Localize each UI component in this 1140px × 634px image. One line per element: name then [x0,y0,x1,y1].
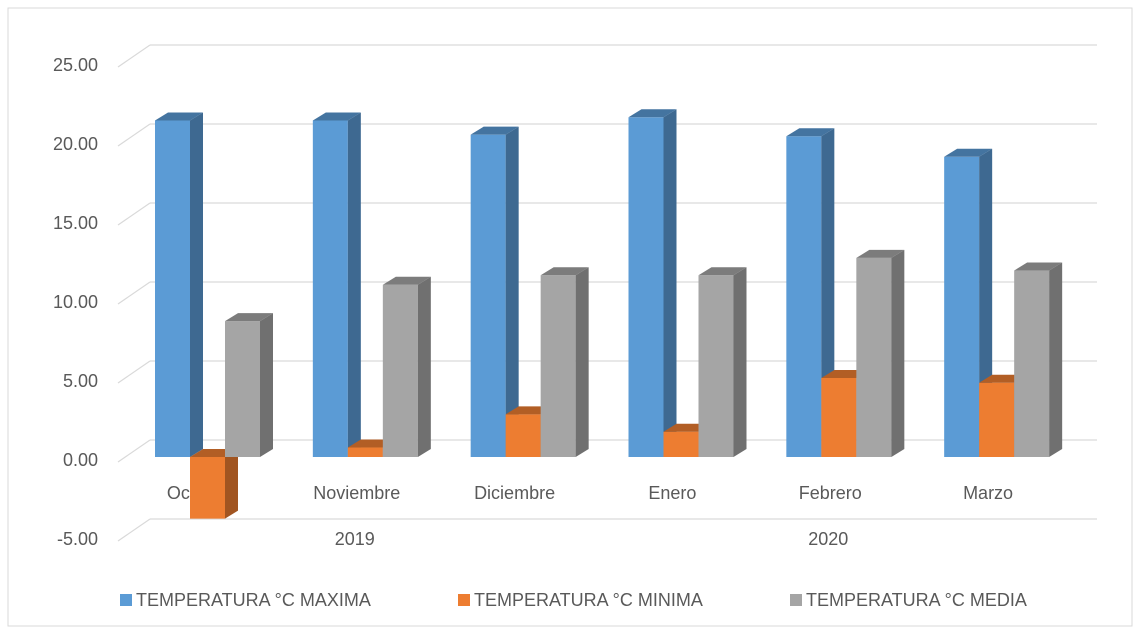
legend-swatch [458,594,470,606]
bar-top [155,112,203,121]
legend-swatch [120,594,132,606]
bar-side [417,276,431,457]
bar-front [698,275,734,457]
bar-top [470,126,519,135]
legend-swatch [790,594,802,606]
bar-front [944,156,980,458]
y-tick-label: 5.00 [63,371,98,391]
y-tick-label: 0.00 [63,450,98,470]
bar-front [821,378,857,457]
bar-top [944,148,993,157]
bar-front [312,120,348,458]
grid-line [117,44,151,68]
y-tick-label: 15.00 [53,213,98,233]
bar-side [347,112,361,458]
bar-top [382,276,431,285]
bar-top [698,267,747,276]
bar-front [786,136,822,457]
bar-front [505,414,541,457]
bar-top [1014,262,1063,271]
grid-line [117,439,151,463]
bar-front [628,117,664,458]
bar-side [575,267,589,457]
bar-side [1049,262,1063,457]
bar-top [856,249,905,258]
bar-front [382,284,418,457]
grid-line [117,360,151,384]
bar-top [628,109,677,118]
bar-front [540,275,576,457]
legend-label: TEMPERATURA °C MAXIMA [136,590,371,610]
bar-front [856,257,892,457]
x-tick-label: Noviembre [313,483,400,503]
bar-front [1014,270,1050,457]
category-group-label: 2019 [335,529,375,549]
bar-front [347,447,383,457]
y-tick-label: 25.00 [53,55,98,75]
bar-side [733,267,747,457]
y-tick-label: 10.00 [53,292,98,312]
bar-front [225,321,260,457]
bar-side [663,109,677,458]
bar-front [663,431,699,457]
y-tick-label: 20.00 [53,134,98,154]
bar-front [190,457,225,519]
bar-top [540,267,589,276]
grid-line [117,281,151,305]
y-tick-label: -5.00 [57,529,98,549]
bar-side [225,449,238,519]
x-tick-label: Enero [648,483,696,503]
bar-front [470,134,506,457]
bar-top [225,313,273,322]
bar-side [505,126,519,458]
bar-side [891,249,905,457]
x-tick-label: Febrero [799,483,862,503]
grid-line [117,123,151,147]
grid-line [117,202,151,226]
legend-label: TEMPERATURA °C MINIMA [474,590,703,610]
bar-top [312,112,361,121]
grid-line [117,518,151,542]
bar-front [979,382,1015,457]
x-tick-label: Marzo [963,483,1013,503]
bar-side [260,313,273,457]
bar-front [155,120,190,458]
category-group-label: 2020 [808,529,848,549]
bar-top [786,128,835,137]
bar-side [190,112,203,458]
x-tick-label: Diciembre [474,483,555,503]
legend-label: TEMPERATURA °C MEDIA [806,590,1027,610]
